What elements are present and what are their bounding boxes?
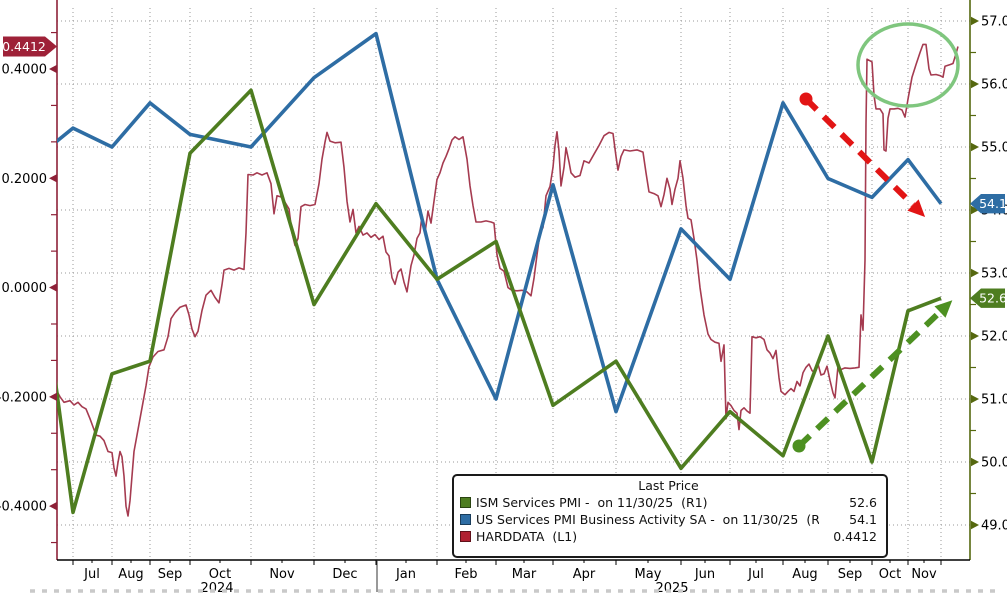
month-label: Jun	[694, 567, 715, 582]
year-label: 2025	[655, 581, 688, 594]
legend-row-uspmi: US Services PMI Business Activity SA - o…	[460, 511, 877, 528]
month-label: Jul	[83, 567, 100, 582]
right-axis-tick-label: 55.0	[981, 141, 1007, 156]
month-label: Aug	[118, 567, 143, 582]
right-axis-tick-label: 57.0	[981, 15, 1007, 30]
legend-value-uspmi: 54.1	[849, 512, 877, 527]
badge-shape	[970, 194, 1005, 214]
left-axis-tick-label: 0.0000	[2, 281, 48, 296]
series-plot-area	[57, 31, 959, 517]
left-tick-arrow-icon	[49, 501, 57, 511]
left-axis-tick-label: -0.2000	[0, 390, 47, 405]
year-label: 2024	[200, 581, 233, 594]
month-label: Nov	[269, 567, 295, 582]
legend-row-ism: ISM Services PMI - on 11/30/25 (R1) 52.6	[460, 494, 877, 511]
left-axis-tick-label: -0.4000	[0, 500, 47, 515]
right-axis-tick-label: 53.0	[981, 267, 1007, 282]
right-tick-arrow-icon	[971, 457, 979, 467]
right-tick-arrow-icon	[971, 268, 979, 278]
month-label: Sep	[158, 567, 183, 582]
right-tick-arrow-icon	[971, 205, 979, 215]
legend-label-uspmi: US Services PMI Business Activity SA - o…	[476, 512, 819, 527]
right-axis-tick-label: 56.0	[981, 78, 1007, 93]
right-tick-arrow-icon	[971, 520, 979, 530]
badge-value: 54.1	[979, 196, 1007, 211]
green-up-arrow	[792, 300, 953, 453]
right-tick-arrow-icon	[971, 394, 979, 404]
month-label: Mar	[512, 567, 537, 582]
left-tick-arrow-icon	[49, 174, 57, 183]
uspmi-series-line	[57, 31, 943, 414]
month-label: Nov	[911, 567, 937, 582]
month-label: Aug	[792, 567, 817, 582]
badge-shape	[3, 36, 57, 57]
month-label: Sep	[838, 567, 863, 582]
legend-title: Last Price	[638, 478, 699, 493]
badge-value: 52.6	[979, 291, 1007, 306]
right-last-price-badge: 54.1	[970, 194, 1007, 214]
left-axis-tick-label: 0.2000	[2, 172, 48, 187]
month-label: Jan	[395, 567, 416, 582]
y-axis-left: 0.4000 0.2000 0.0000 -0.2000 -0.4000	[0, 31, 57, 544]
month-label: Oct	[209, 567, 231, 582]
right-tick-arrow-icon	[971, 331, 979, 341]
legend-label-harddata: HARDDATA (L1)	[476, 529, 578, 544]
right-axis-tick-label: 52.0	[981, 330, 1007, 345]
arrow-dashed-shaft	[803, 96, 916, 208]
month-label: Feb	[454, 567, 477, 582]
right-axis-tick-label: 49.0	[981, 519, 1007, 534]
legend-row-harddata: HARDDATA (L1) 0.4412	[460, 528, 877, 545]
month-label: Jul	[747, 567, 764, 582]
chart-legend: Last Price ISM Services PMI - on 11/30/2…	[452, 474, 888, 558]
legend-value-harddata: 0.4412	[833, 529, 877, 544]
highlight-ellipse	[856, 22, 960, 108]
left-axis-tick-label: 0.4000	[2, 63, 48, 78]
right-axis-tick-label: 51.0	[981, 393, 1007, 408]
right-tick-arrow-icon	[971, 79, 979, 89]
harddata-series-line	[57, 43, 959, 517]
uspmi-series-swatch-icon	[460, 514, 471, 525]
y-axis-right: 57.056.055.054.053.052.051.050.049.0	[970, 15, 1007, 534]
legend-label-ism: ISM Services PMI - on 11/30/25 (R1)	[476, 495, 708, 510]
left-tick-arrow-icon	[49, 392, 57, 402]
x-axis: Jul Aug Sep Oct Nov Dec Jan Feb Mar Apr May Jun Jul A…	[72, 560, 942, 594]
ism-series-line	[57, 88, 942, 515]
arrow-dashed-shaft	[796, 309, 943, 449]
right-last-price-badge: 52.6	[970, 288, 1007, 308]
left-tick-arrow-icon	[49, 283, 57, 292]
badge-value: 0.4412	[2, 39, 46, 54]
right-tick-arrow-icon	[971, 142, 979, 152]
right-tick-arrow-icon	[971, 16, 979, 26]
arrowhead-icon	[934, 300, 953, 318]
legend-value-ism: 52.6	[849, 495, 877, 510]
right-axis-tick-label: 50.0	[981, 456, 1007, 471]
month-label: Apr	[573, 567, 596, 582]
gridlines	[57, 8, 970, 560]
arrowhead-icon	[907, 199, 926, 217]
left-tick-arrow-icon	[49, 64, 57, 74]
month-label: Oct	[879, 567, 901, 582]
left-last-price-badge: 0.4412	[2, 36, 57, 57]
ism-series-swatch-icon	[460, 497, 471, 508]
badge-shape	[970, 288, 1005, 308]
month-label: Dec	[332, 567, 357, 582]
red-down-arrow	[799, 92, 926, 217]
month-label: May	[635, 567, 662, 582]
harddata-series-swatch-icon	[460, 531, 471, 542]
